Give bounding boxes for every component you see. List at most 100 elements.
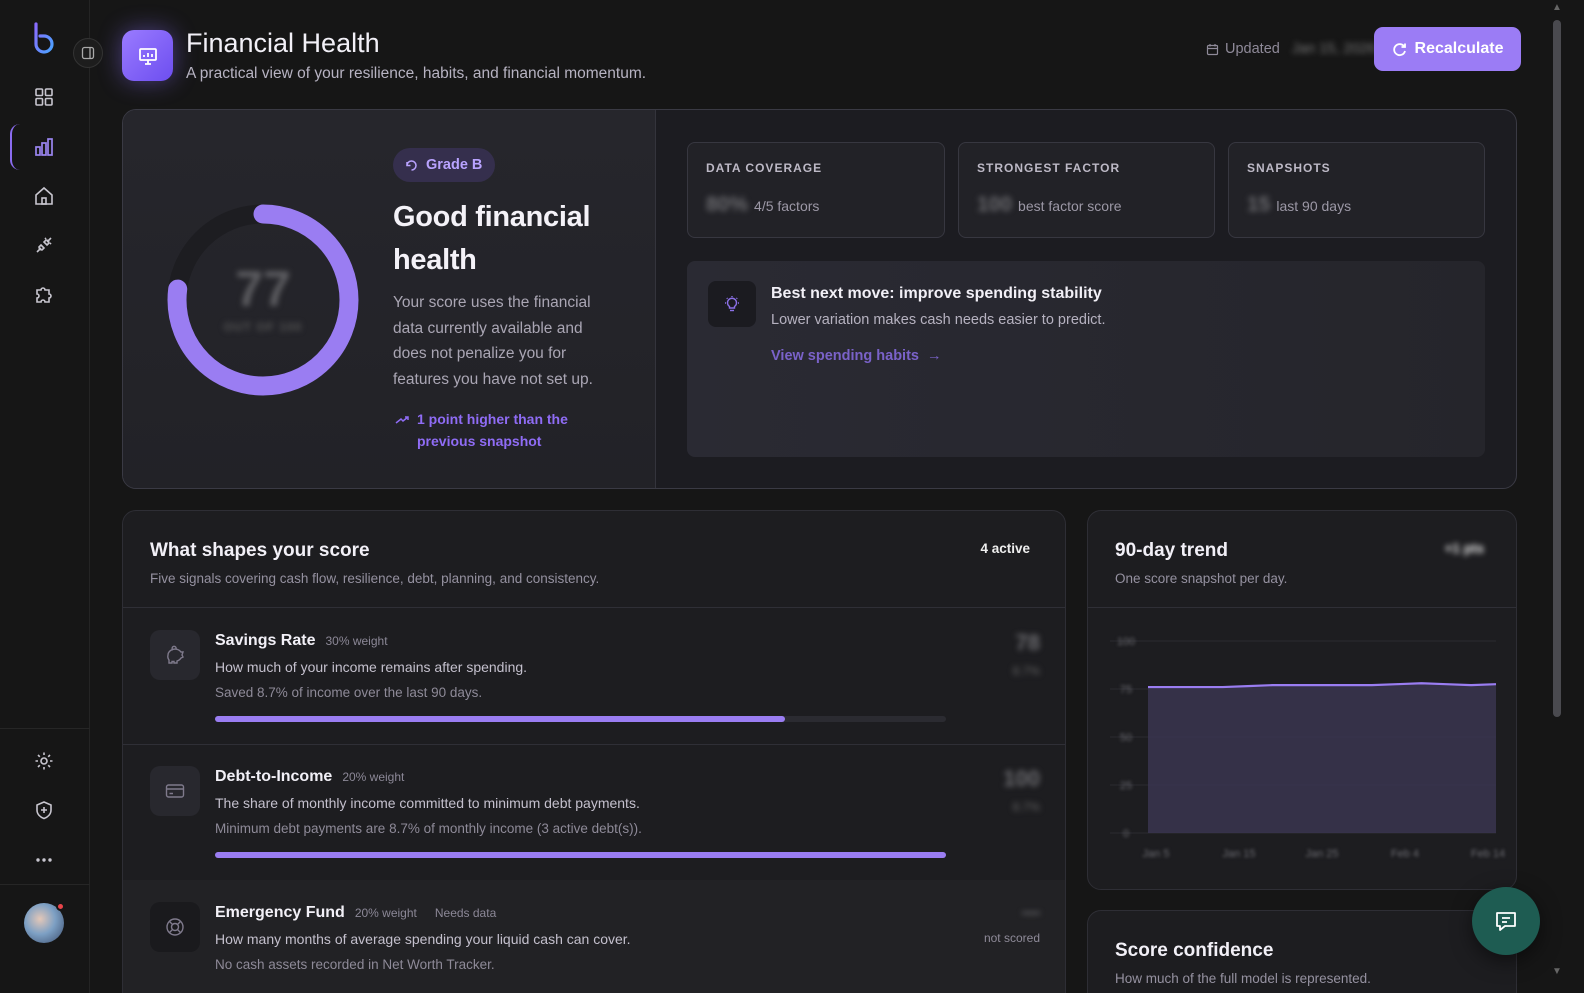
- link-label: View spending habits: [771, 348, 919, 364]
- sidebar-divider: [0, 728, 90, 729]
- stat-sub: 4/5 factors: [754, 198, 820, 214]
- trend-area: [1148, 683, 1496, 833]
- factor-row-debt-to-income[interactable]: Debt-to-Income 20% weight The share of mo…: [123, 744, 1065, 880]
- trend-up-icon: [395, 416, 409, 424]
- factor-weight: 20% weight: [354, 906, 417, 920]
- stat-card-data-coverage: DATA COVERAGE 80% 4/5 factors: [687, 142, 945, 238]
- factor-description: How many months of average spending your…: [215, 931, 631, 947]
- stat-card-strongest-factor: STRONGEST FACTOR 100 best factor score: [958, 142, 1215, 238]
- sidebar-divider: [0, 884, 90, 885]
- stat-value: 80%: [706, 193, 749, 216]
- scroll-down-arrow[interactable]: ▼: [1552, 966, 1562, 977]
- life-buoy-icon: [166, 918, 184, 936]
- trend-panel: 90-day trend One score snapshot per day.…: [1087, 510, 1517, 890]
- scroll-up-arrow[interactable]: ▲: [1552, 2, 1562, 13]
- factor-progress-track: [215, 716, 946, 722]
- panel-divider: [123, 607, 1065, 608]
- calendar-icon: [1206, 43, 1219, 55]
- panel-divider: [1088, 607, 1516, 608]
- scrollbar-thumb[interactable]: [1553, 20, 1561, 717]
- nav-dashboard[interactable]: [30, 83, 58, 111]
- app-logo[interactable]: [30, 22, 58, 54]
- trend-change-tag: +1 pts: [1444, 541, 1484, 556]
- factor-score: 78 8.7%: [1013, 630, 1040, 678]
- x-tick-label: Jan 15: [1222, 848, 1255, 860]
- collapse-sidebar-button[interactable]: [73, 38, 103, 68]
- factor-score: 100 8.7%: [1003, 766, 1040, 814]
- puzzle-icon: [36, 287, 52, 303]
- chat-button[interactable]: [1472, 887, 1540, 955]
- trend-subtitle: One score snapshot per day.: [1115, 571, 1288, 586]
- shield-icon: [36, 801, 52, 820]
- factor-score-value: —: [1022, 902, 1040, 922]
- score-overview-card: 77 OUT OF 100 Grade B Good financial hea…: [122, 109, 1517, 489]
- stat-label: DATA COVERAGE: [706, 161, 823, 175]
- piggy-bank-icon: [167, 645, 184, 664]
- stat-value: 15: [1247, 193, 1271, 216]
- factor-icon-box: [150, 766, 200, 816]
- view-spending-habits-link[interactable]: View spending habits →: [771, 348, 942, 364]
- y-tick-label: 0: [1123, 828, 1129, 840]
- nav-home[interactable]: [30, 182, 58, 210]
- factor-score-sub: 8.7%: [1012, 664, 1040, 678]
- updated-date: Jan 15, 2026: [1291, 41, 1376, 57]
- grade-badge: Grade B: [393, 148, 496, 182]
- nav-extensions[interactable]: [30, 280, 58, 308]
- gear-icon: [35, 752, 53, 770]
- score-factors-panel: What shapes your score Five signals cove…: [122, 510, 1066, 993]
- lightbulb-icon-box: [708, 281, 756, 327]
- factors-subtitle: Five signals covering cash flow, resilie…: [150, 571, 600, 586]
- sidebar: [0, 0, 90, 993]
- sidebar-toggle-icon: [81, 46, 95, 60]
- refresh-icon: [1392, 42, 1406, 56]
- nav-security[interactable]: [30, 796, 58, 824]
- next-move-card: Best next move: improve spending stabili…: [687, 261, 1485, 457]
- score-out-of: OUT OF 100: [223, 320, 303, 334]
- x-tick-label: Feb 4: [1391, 848, 1419, 860]
- stat-label: SNAPSHOTS: [1247, 161, 1331, 175]
- factor-description: How much of your income remains after sp…: [215, 659, 528, 675]
- nav-financial-health[interactable]: [30, 133, 58, 161]
- updated-label: Updated: [1225, 41, 1280, 57]
- health-heading: Good financial health: [393, 201, 591, 276]
- nav-more[interactable]: [30, 846, 58, 874]
- factor-progress-fill: [215, 716, 786, 722]
- factor-description: The share of monthly income committed to…: [215, 795, 640, 811]
- grid-icon: [35, 88, 53, 106]
- recalculate-label: Recalculate: [1414, 40, 1504, 57]
- presentation-chart-icon: [138, 47, 157, 65]
- nav-settings[interactable]: [30, 747, 58, 775]
- factor-row-savings-rate[interactable]: Savings Rate 30% weight How much of your …: [123, 608, 1065, 744]
- page-icon-badge: [122, 30, 173, 81]
- factor-score-sub: 8.7%: [1012, 800, 1040, 814]
- factor-row-emergency-fund[interactable]: Emergency Fund 20% weight Needs data How m…: [123, 880, 1065, 993]
- trend-title: 90-day trend: [1115, 540, 1228, 561]
- more-icon: [36, 858, 52, 862]
- y-tick-label: 25: [1120, 780, 1132, 792]
- factors-title: What shapes your score: [150, 540, 370, 561]
- active-factors-tag: 4 active: [980, 541, 1030, 556]
- stat-card-snapshots: SNAPSHOTS 15 last 90 days: [1228, 142, 1485, 238]
- confidence-title: Score confidence: [1115, 940, 1274, 961]
- confidence-subtitle: How much of the full model is represente…: [1115, 971, 1371, 986]
- bar-chart-icon: [35, 138, 53, 156]
- factor-weight: 30% weight: [325, 634, 388, 648]
- next-move-description: Lower variation makes cash needs easier …: [771, 312, 1106, 328]
- credit-card-icon: [165, 784, 185, 798]
- score-summary: 77 OUT OF 100 Grade B Good financial hea…: [123, 110, 656, 488]
- score-delta[interactable]: 1 point higher than the previous snapsho…: [395, 408, 587, 452]
- x-tick-label: Jan 25: [1305, 848, 1338, 860]
- y-tick-label: 100: [1117, 636, 1135, 648]
- score-confidence-panel: Score confidence How much of the full mo…: [1087, 910, 1517, 993]
- factor-name: Debt-to-Income 20% weight: [215, 768, 405, 785]
- updated-indicator: Updated Jan 15, 2026: [1206, 41, 1376, 57]
- factor-name: Savings Rate 30% weight: [215, 632, 388, 649]
- recalculate-button[interactable]: Recalculate: [1374, 27, 1521, 71]
- stat-sub: last 90 days: [1276, 198, 1352, 214]
- nav-integrations[interactable]: [30, 231, 58, 259]
- x-tick-label: Feb 14: [1471, 848, 1505, 860]
- home-icon: [35, 186, 53, 205]
- factor-progress-fill: [215, 852, 946, 858]
- stat-label: STRONGEST FACTOR: [977, 161, 1121, 175]
- trend-chart: 100 75 50 25 0 Jan 5 Jan 15 Jan 25 Feb 4 Feb 14: [1110, 636, 1505, 860]
